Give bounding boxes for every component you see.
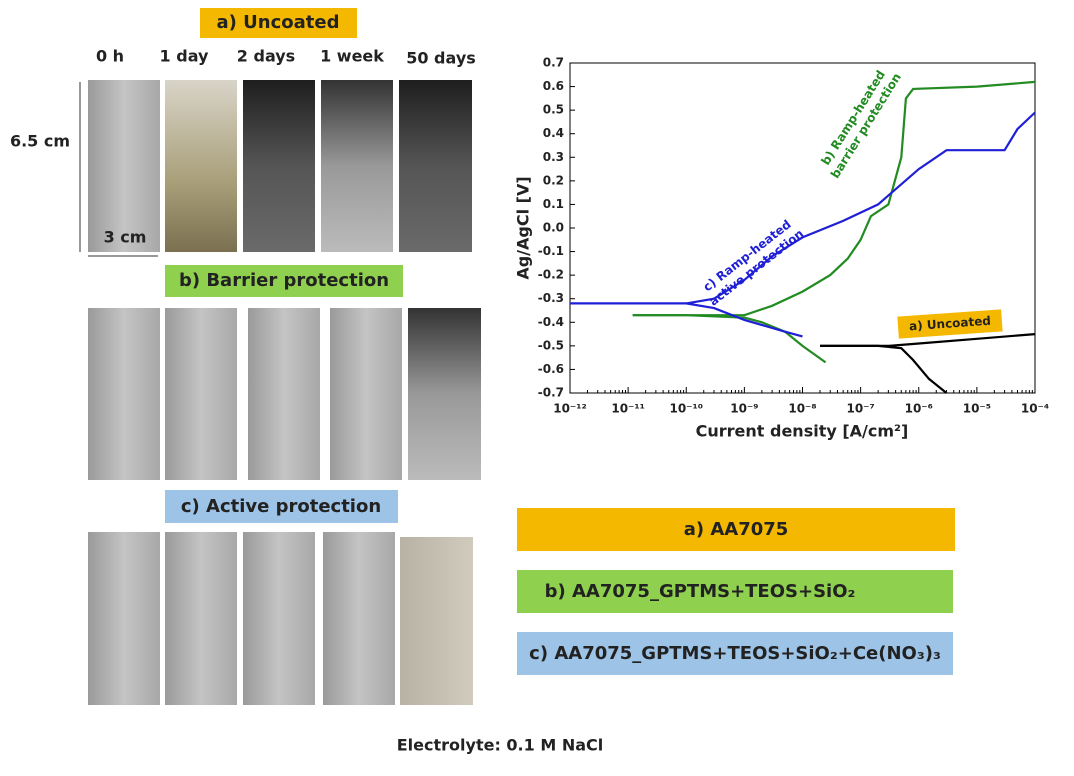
photo	[88, 532, 160, 705]
time-label: 0 h	[96, 47, 124, 66]
x-tick-label: 10⁻¹¹	[611, 402, 645, 416]
dimension-label: 3 cm	[104, 228, 147, 247]
x-tick-label: 10⁻⁷	[846, 402, 874, 416]
x-tick-label: 10⁻¹⁰	[669, 402, 703, 416]
legend-label: c) AA7075_GPTMS+TEOS+SiO₂+Ce(NO₃)₃	[529, 643, 941, 664]
y-tick-label: 0.7	[543, 56, 564, 70]
y-tick-label: 0.6	[543, 79, 564, 93]
y-tick-label: 0.5	[543, 103, 564, 117]
curve	[570, 302, 803, 338]
photo	[330, 308, 402, 480]
photo	[165, 80, 237, 252]
y-tick-label: -0.1	[538, 244, 564, 258]
photo	[321, 80, 393, 252]
y-tick-label: -0.6	[538, 362, 564, 376]
x-axis-label: Current density [A/cm²]	[696, 422, 909, 441]
photo	[400, 537, 473, 705]
time-label: 50 days	[406, 49, 476, 68]
legend-box	[517, 570, 953, 613]
photo	[88, 308, 160, 480]
y-tick-label: 0.3	[543, 150, 564, 164]
photo	[323, 532, 395, 705]
curve	[820, 344, 948, 394]
x-tick-label: 10⁻⁵	[963, 402, 991, 416]
y-tick-label: -0.5	[538, 338, 564, 352]
annotation-box	[897, 309, 1003, 339]
time-label: 2 days	[237, 47, 295, 66]
time-label: 1 day	[160, 47, 209, 66]
x-tick-label: 10⁻⁴	[1021, 402, 1049, 416]
photo	[399, 80, 472, 252]
legend-label: a) AA7075	[684, 519, 789, 540]
curve	[632, 314, 827, 364]
photo	[408, 308, 481, 480]
photo	[243, 80, 315, 252]
curve	[686, 111, 1036, 305]
legend-label: b) AA7075_GPTMS+TEOS+SiO₂	[545, 581, 856, 602]
photo	[243, 532, 315, 705]
photo	[165, 308, 237, 480]
x-tick-label: 10⁻⁸	[788, 402, 816, 416]
title-box	[165, 265, 403, 297]
time-label: 1 week	[320, 47, 384, 66]
legend-box	[517, 632, 953, 675]
title-box	[165, 490, 398, 523]
section-title: b) Barrier protection	[179, 270, 389, 291]
y-axis-label: Ag/AgCl [V]	[514, 176, 533, 279]
y-tick-label: -0.4	[538, 315, 564, 329]
legend-box	[517, 508, 955, 551]
y-tick-label: 0.0	[543, 221, 564, 235]
dimension-label: 6.5 cm	[10, 132, 70, 151]
y-tick-label: 0.4	[543, 126, 564, 140]
curve	[820, 333, 1036, 347]
curve	[632, 80, 1036, 317]
x-tick-label: 10⁻¹²	[553, 402, 587, 416]
y-tick-label: -0.3	[538, 291, 564, 305]
photo	[248, 308, 320, 480]
section-title: c) Active protection	[181, 496, 381, 517]
annotation: a) Uncoated	[897, 309, 1003, 339]
footer: Electrolyte: 0.1 M NaCl	[397, 736, 603, 755]
title-box	[200, 8, 357, 38]
x-tick-label: 10⁻⁹	[730, 402, 758, 416]
y-tick-label: -0.7	[538, 386, 564, 400]
section-title: a) Uncoated	[217, 12, 340, 33]
x-tick-label: 10⁻⁶	[905, 402, 933, 416]
y-tick-label: 0.2	[543, 173, 564, 187]
y-tick-label: 0.1	[543, 197, 564, 211]
y-tick-label: -0.2	[538, 268, 564, 282]
annotation-text: a) Uncoated	[909, 314, 992, 334]
plot-frame	[569, 62, 1036, 394]
photo	[88, 80, 160, 252]
photo	[165, 532, 237, 705]
